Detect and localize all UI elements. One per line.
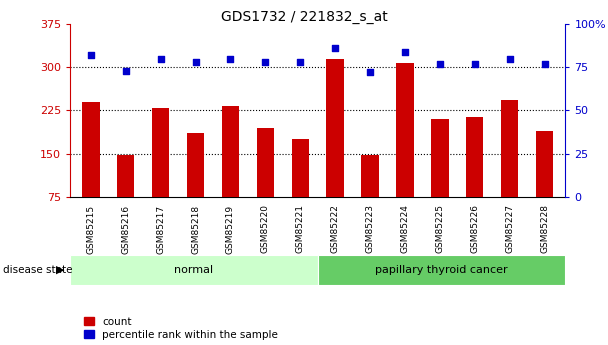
Point	[435, 61, 444, 67]
Bar	[431, 119, 449, 197]
Bar	[501, 100, 519, 197]
Point	[470, 61, 480, 67]
Bar	[291, 139, 309, 197]
Text: GSM85228: GSM85228	[540, 204, 549, 253]
Text: GSM85223: GSM85223	[365, 204, 375, 253]
Point	[226, 56, 235, 61]
Text: GSM85216: GSM85216	[121, 204, 130, 254]
Text: GSM85215: GSM85215	[86, 204, 95, 254]
Text: GSM85218: GSM85218	[191, 204, 200, 254]
Text: GSM85221: GSM85221	[295, 204, 305, 253]
Text: ▶: ▶	[56, 265, 64, 275]
Point	[191, 59, 201, 65]
Bar	[152, 108, 170, 197]
Text: GSM85222: GSM85222	[331, 204, 340, 253]
Bar	[82, 102, 100, 197]
Bar	[326, 59, 344, 197]
Text: GSM85227: GSM85227	[505, 204, 514, 253]
Point	[156, 56, 165, 61]
Bar	[70, 255, 317, 285]
Bar	[361, 155, 379, 197]
Text: GDS1732 / 221832_s_at: GDS1732 / 221832_s_at	[221, 10, 387, 24]
Bar	[222, 106, 239, 197]
Bar	[187, 134, 204, 197]
Point	[400, 49, 410, 55]
Text: GSM85225: GSM85225	[435, 204, 444, 253]
Point	[260, 59, 270, 65]
Text: GSM85226: GSM85226	[470, 204, 479, 253]
Legend: count, percentile rank within the sample: count, percentile rank within the sample	[85, 317, 278, 340]
Bar	[536, 130, 553, 197]
Bar	[117, 155, 134, 197]
Point	[86, 52, 95, 58]
Point	[330, 46, 340, 51]
Bar	[396, 63, 413, 197]
Point	[365, 70, 375, 75]
Point	[295, 59, 305, 65]
Text: disease state: disease state	[3, 265, 72, 275]
Point	[540, 61, 550, 67]
Point	[505, 56, 514, 61]
Text: GSM85220: GSM85220	[261, 204, 270, 253]
Bar	[257, 128, 274, 197]
Text: GSM85219: GSM85219	[226, 204, 235, 254]
Bar	[466, 117, 483, 197]
Text: normal: normal	[174, 265, 213, 275]
Bar	[317, 255, 565, 285]
Text: papillary thyroid cancer: papillary thyroid cancer	[375, 265, 508, 275]
Text: GSM85224: GSM85224	[401, 204, 409, 253]
Point	[121, 68, 131, 73]
Text: GSM85217: GSM85217	[156, 204, 165, 254]
